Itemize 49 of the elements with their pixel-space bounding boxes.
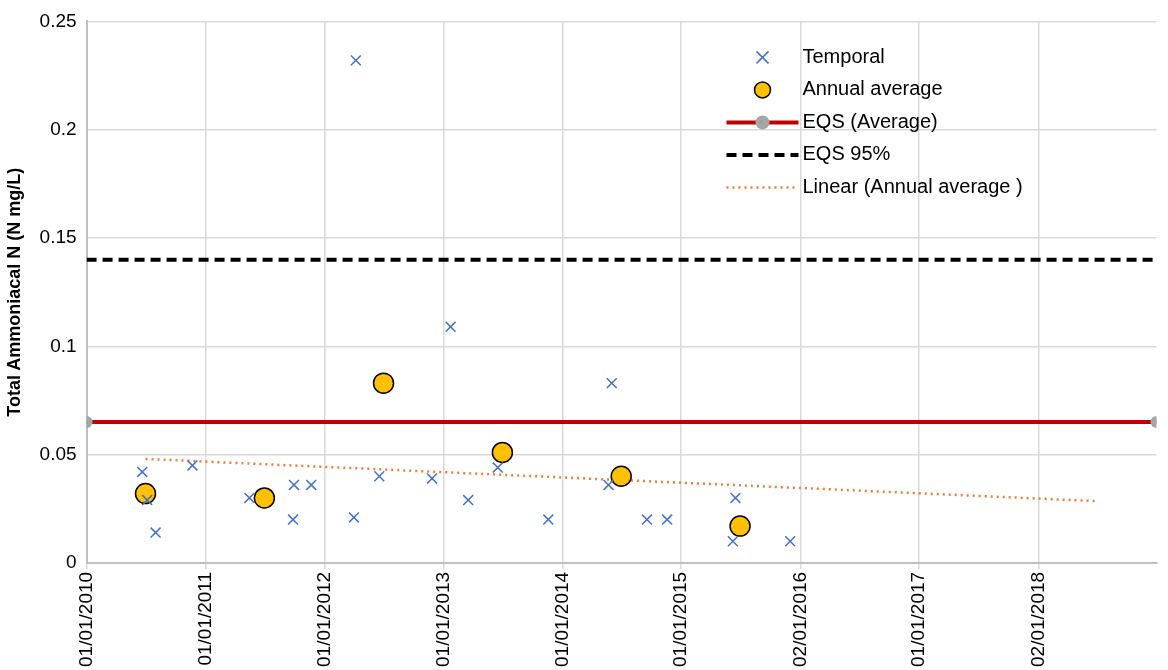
y-axis-title: Total Ammoniacal N (N mg/L) (3, 167, 24, 417)
legend-label: Linear (Annual average ) (802, 174, 1023, 197)
legend-label: EQS (Average) (802, 109, 938, 132)
x-tick-label: 01/01/2015 (669, 571, 691, 667)
point (186, 459, 199, 472)
point (542, 513, 554, 526)
point (350, 54, 362, 67)
x-tick-label: 01/01/2010 (74, 571, 96, 667)
x-tick-label: 01/01/2011 (193, 571, 215, 666)
y-tick-label: 0.15 (39, 226, 77, 248)
x-tick-label: 01/01/2012 (312, 571, 334, 667)
point (444, 321, 457, 333)
legend-label: Temporal (802, 44, 885, 67)
point (136, 466, 148, 478)
point (606, 377, 618, 389)
point (729, 515, 751, 537)
y-tick-label: 0.1 (50, 334, 77, 356)
point (661, 513, 673, 526)
x-tick-label: 01/01/2017 (907, 571, 929, 667)
point (602, 479, 615, 491)
point (348, 511, 360, 524)
point (305, 479, 317, 491)
point (462, 494, 474, 506)
point (727, 535, 739, 547)
legend-label: Annual average (802, 77, 943, 100)
point (610, 465, 632, 488)
point (784, 535, 796, 547)
point (243, 492, 256, 504)
point (729, 492, 742, 504)
point (141, 494, 153, 506)
point (288, 479, 300, 491)
legend-label: EQS 95% (802, 142, 891, 165)
x-tick-label: 02/01/2016 (788, 571, 810, 667)
point (149, 526, 162, 539)
x-tick-label: 02/01/2018 (1026, 571, 1048, 667)
y-tick-label: 0.2 (50, 117, 77, 139)
y-tick-label: 0.25 (39, 9, 77, 31)
y-tick-label: 0 (66, 551, 77, 573)
point (373, 470, 385, 482)
point (492, 461, 504, 474)
point (641, 513, 653, 526)
point (253, 487, 276, 509)
point (372, 372, 395, 394)
x-tick-label: 01/01/2013 (431, 571, 453, 667)
y-tick-label: 0.05 (39, 442, 77, 464)
point (491, 441, 514, 464)
point (287, 513, 299, 526)
x-tick-label: 01/01/2014 (550, 571, 572, 667)
point (426, 472, 438, 485)
